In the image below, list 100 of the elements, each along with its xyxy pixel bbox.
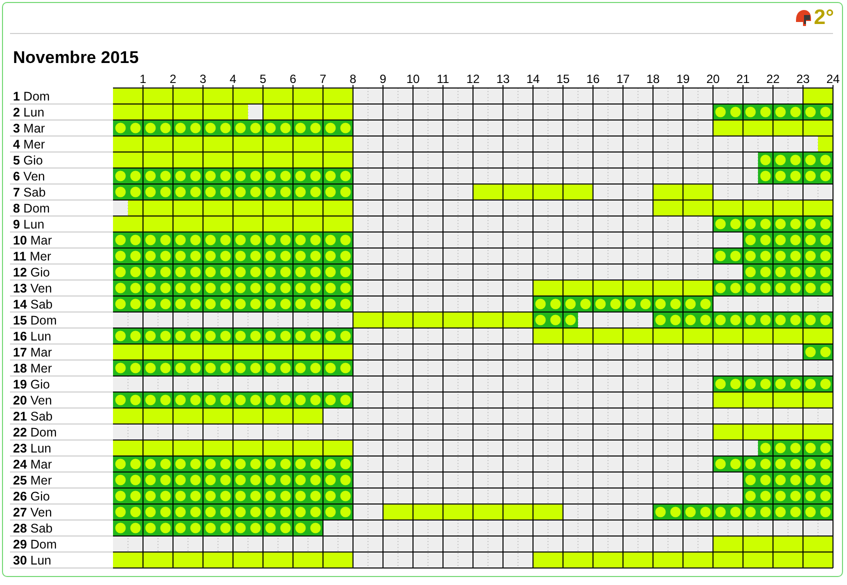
bar bbox=[533, 328, 833, 344]
bar bbox=[113, 184, 353, 200]
bar bbox=[533, 280, 713, 296]
bar bbox=[113, 408, 323, 424]
x-tick-label: 18 bbox=[646, 72, 660, 86]
bar bbox=[803, 344, 833, 360]
x-tick-label: 20 bbox=[706, 72, 720, 86]
bar bbox=[758, 168, 833, 184]
x-tick-label: 14 bbox=[526, 72, 540, 86]
bar bbox=[113, 520, 323, 536]
bar bbox=[113, 488, 353, 504]
y-tick-label: 3 Mar bbox=[13, 122, 45, 136]
y-tick-label: 29 Dom bbox=[13, 538, 57, 552]
bar bbox=[113, 504, 353, 520]
y-tick-label: 14 Sab bbox=[13, 298, 53, 312]
y-tick-label: 16 Lun bbox=[13, 330, 52, 344]
y-tick-label: 13 Ven bbox=[13, 282, 52, 296]
bar bbox=[713, 104, 833, 120]
bar bbox=[113, 392, 353, 408]
y-tick-label: 28 Sab bbox=[13, 522, 53, 536]
y-tick-label: 2 Lun bbox=[13, 106, 44, 120]
x-tick-label: 8 bbox=[350, 72, 357, 86]
y-tick-label: 30 Lun bbox=[13, 554, 52, 568]
bar bbox=[533, 312, 578, 328]
bar bbox=[743, 232, 833, 248]
bar bbox=[713, 376, 833, 392]
x-tick-label: 6 bbox=[290, 72, 297, 86]
bar bbox=[713, 248, 833, 264]
y-tick-label: 10 Mar bbox=[13, 234, 52, 248]
y-tick-label: 27 Ven bbox=[13, 506, 52, 520]
bar bbox=[383, 504, 563, 520]
bar bbox=[758, 440, 833, 456]
y-tick-label: 9 Lun bbox=[13, 218, 44, 232]
bar bbox=[113, 232, 353, 248]
y-tick-label: 4 Mer bbox=[13, 138, 45, 152]
y-tick-label: 12 Gio bbox=[13, 266, 50, 280]
bar bbox=[653, 504, 833, 520]
bar bbox=[113, 328, 353, 344]
x-tick-label: 11 bbox=[436, 72, 450, 86]
x-tick-label: 21 bbox=[736, 72, 750, 86]
y-tick-label: 7 Sab bbox=[13, 186, 46, 200]
bar bbox=[713, 456, 833, 472]
bar bbox=[713, 392, 833, 408]
bar bbox=[353, 312, 533, 328]
x-tick-label: 7 bbox=[320, 72, 327, 86]
x-tick-label: 3 bbox=[200, 72, 207, 86]
y-tick-label: 22 Dom bbox=[13, 426, 57, 440]
x-tick-label: 22 bbox=[766, 72, 780, 86]
bar bbox=[713, 280, 833, 296]
x-tick-label: 13 bbox=[496, 72, 510, 86]
bar bbox=[113, 360, 353, 376]
y-tick-label: 8 Dom bbox=[13, 202, 50, 216]
text: 2° bbox=[814, 6, 834, 29]
bar bbox=[113, 248, 353, 264]
x-tick-label: 1 bbox=[140, 72, 147, 86]
x-tick-label: 4 bbox=[230, 72, 237, 86]
bar bbox=[113, 168, 353, 184]
y-tick-label: 1 Dom bbox=[13, 90, 50, 104]
y-tick-label: 18 Mer bbox=[13, 362, 52, 376]
bar bbox=[533, 296, 713, 312]
y-tick-label: 15 Dom bbox=[13, 314, 57, 328]
bar bbox=[113, 552, 353, 568]
bar bbox=[113, 472, 353, 488]
bar bbox=[113, 344, 353, 360]
bar bbox=[113, 456, 353, 472]
bar bbox=[713, 424, 833, 440]
bar bbox=[113, 120, 353, 136]
x-tick-label: 23 bbox=[796, 72, 810, 86]
y-tick-label: 17 Mar bbox=[13, 346, 52, 360]
x-tick-label: 19 bbox=[676, 72, 690, 86]
x-tick-label: 2 bbox=[170, 72, 177, 86]
x-tick-label: 12 bbox=[466, 72, 480, 86]
y-tick-label: 19 Gio bbox=[13, 378, 50, 392]
y-tick-label: 25 Mer bbox=[13, 474, 52, 488]
bar bbox=[113, 264, 353, 280]
bar bbox=[743, 472, 833, 488]
y-tick-label: 24 Mar bbox=[13, 458, 52, 472]
chart-title: Novembre 2015 bbox=[13, 48, 139, 68]
bar bbox=[743, 488, 833, 504]
bar bbox=[473, 184, 593, 200]
x-tick-label: 9 bbox=[380, 72, 387, 86]
bar bbox=[713, 216, 833, 232]
y-tick-label: 26 Gio bbox=[13, 490, 50, 504]
y-tick-label: 23 Lun bbox=[13, 442, 52, 456]
x-tick-label: 15 bbox=[556, 72, 570, 86]
y-tick-label: 6 Ven bbox=[13, 170, 46, 184]
y-tick-label: 11 Mer bbox=[13, 250, 52, 264]
x-tick-label: 5 bbox=[260, 72, 267, 86]
y-tick-label: 20 Ven bbox=[13, 394, 52, 408]
bar bbox=[113, 296, 353, 312]
y-tick-label: 21 Sab bbox=[13, 410, 53, 424]
x-tick-label: 24 bbox=[826, 72, 840, 86]
x-tick-label: 16 bbox=[586, 72, 600, 86]
bar bbox=[743, 264, 833, 280]
y-tick-label: 5 Gio bbox=[13, 154, 43, 168]
x-tick-label: 10 bbox=[406, 72, 420, 86]
bar bbox=[758, 152, 833, 168]
bar bbox=[113, 440, 353, 456]
x-tick-label: 17 bbox=[616, 72, 630, 86]
bar bbox=[113, 280, 353, 296]
